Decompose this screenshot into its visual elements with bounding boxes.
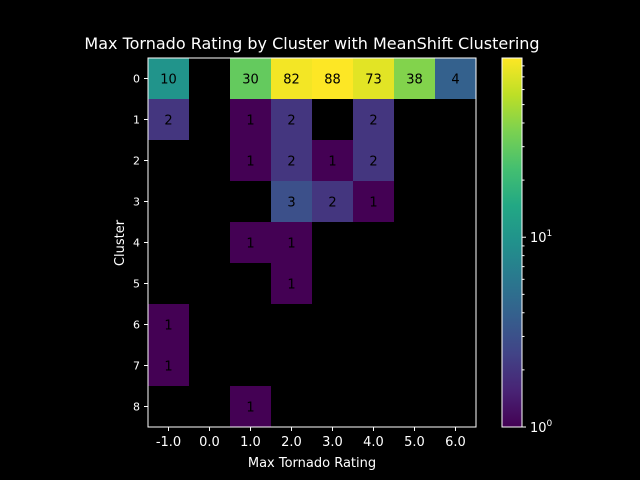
cell-value-label: 1 bbox=[369, 196, 377, 211]
heatmap-cell bbox=[230, 58, 271, 99]
x-tick-label: 6.0 bbox=[445, 435, 466, 450]
heatmap-cell bbox=[353, 140, 394, 181]
y-tick-label: 5 bbox=[133, 278, 140, 291]
x-tick-label: 3.0 bbox=[322, 435, 343, 450]
heatmap-cell bbox=[230, 140, 271, 181]
heatmap-cell bbox=[271, 58, 312, 99]
x-tick-label: 1.0 bbox=[240, 435, 261, 450]
cell-value-label: 2 bbox=[287, 155, 295, 170]
cell-value-label: 1 bbox=[246, 155, 254, 170]
heatmap-cell bbox=[148, 345, 189, 386]
cell-value-label: 2 bbox=[287, 114, 295, 129]
y-tick-label: 3 bbox=[133, 196, 140, 209]
heatmap-cell bbox=[148, 99, 189, 140]
chart-title: Max Tornado Rating by Cluster with MeanS… bbox=[84, 34, 539, 53]
heatmap-cell bbox=[230, 386, 271, 427]
x-tick-label: 5.0 bbox=[404, 435, 425, 450]
heatmap-cell bbox=[312, 58, 353, 99]
cell-value-label: 1 bbox=[246, 401, 254, 416]
heatmap-cell bbox=[271, 181, 312, 222]
y-tick-label: 2 bbox=[133, 155, 140, 168]
heatmap-cell bbox=[394, 58, 435, 99]
heatmap-cell bbox=[435, 58, 476, 99]
heatmap-cell bbox=[271, 222, 312, 263]
y-tick-label: 1 bbox=[133, 114, 140, 127]
cell-value-label: 2 bbox=[164, 114, 172, 129]
heatmap-cell bbox=[353, 58, 394, 99]
cell-value-label: 1 bbox=[246, 237, 254, 252]
cell-value-label: 2 bbox=[328, 196, 336, 211]
colorbar-frame bbox=[501, 57, 523, 428]
cell-value-label: 1 bbox=[164, 319, 172, 334]
cell-value-label: 1 bbox=[287, 278, 295, 293]
cell-value-label: 82 bbox=[283, 73, 300, 88]
cell-value-label: 2 bbox=[369, 114, 377, 129]
heatmap-cell bbox=[148, 304, 189, 345]
colorbar: 100 101 bbox=[501, 57, 553, 436]
cell-value-label: 88 bbox=[324, 73, 341, 88]
cell-value-label: 2 bbox=[369, 155, 377, 170]
heatmap-cell bbox=[271, 140, 312, 181]
cell-value-label: 1 bbox=[287, 237, 295, 252]
x-axis-label: Max Tornado Rating bbox=[248, 456, 376, 471]
heatmap-cell bbox=[312, 181, 353, 222]
y-axis-label: Cluster bbox=[113, 219, 128, 266]
cell-value-label: 30 bbox=[242, 73, 259, 88]
x-tick-label: 2.0 bbox=[281, 435, 302, 450]
colorbar-tick-label: 101 bbox=[530, 229, 552, 246]
x-tick-label: -1.0 bbox=[156, 435, 181, 450]
heatmap-cell bbox=[353, 181, 394, 222]
cell-value-label: 1 bbox=[246, 114, 254, 129]
colorbar-tick-label: 100 bbox=[530, 419, 553, 436]
y-tick-label: 8 bbox=[133, 401, 140, 414]
y-tick-label: 4 bbox=[133, 237, 140, 250]
cell-value-label: 4 bbox=[451, 73, 459, 88]
heatmap-cell bbox=[271, 263, 312, 304]
cell-value-label: 10 bbox=[160, 73, 177, 88]
cell-value-label: 38 bbox=[406, 73, 423, 88]
cell-value-label: 1 bbox=[164, 360, 172, 375]
x-tick-label: 0.0 bbox=[199, 435, 220, 450]
colorbar-gradient bbox=[502, 58, 522, 427]
cell-value-label: 3 bbox=[287, 196, 295, 211]
heatmap-cell bbox=[148, 58, 189, 99]
y-tick-label: 0 bbox=[133, 73, 140, 86]
cell-value-label: 1 bbox=[328, 155, 336, 170]
heatmap-cell bbox=[230, 222, 271, 263]
y-tick-label: 7 bbox=[133, 360, 140, 373]
x-tick-label: 4.0 bbox=[363, 435, 384, 450]
heatmap-cell bbox=[271, 99, 312, 140]
y-tick-label: 6 bbox=[133, 319, 140, 332]
heatmap-cell bbox=[312, 140, 353, 181]
heatmap-cell bbox=[230, 99, 271, 140]
cell-value-label: 73 bbox=[365, 73, 382, 88]
heatmap-cell bbox=[353, 99, 394, 140]
